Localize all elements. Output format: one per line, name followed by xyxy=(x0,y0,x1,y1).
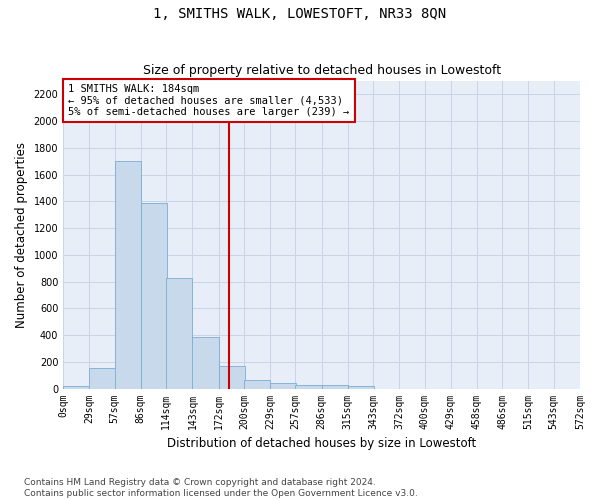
Bar xyxy=(295,384,322,388)
Bar xyxy=(270,383,296,388)
Y-axis label: Number of detached properties: Number of detached properties xyxy=(15,142,28,328)
Bar xyxy=(166,278,193,388)
Text: 1, SMITHS WALK, LOWESTOFT, NR33 8QN: 1, SMITHS WALK, LOWESTOFT, NR33 8QN xyxy=(154,8,446,22)
X-axis label: Distribution of detached houses by size in Lowestoft: Distribution of detached houses by size … xyxy=(167,437,476,450)
Bar xyxy=(115,161,141,388)
Bar xyxy=(218,366,245,388)
Text: 1 SMITHS WALK: 184sqm
← 95% of detached houses are smaller (4,533)
5% of semi-de: 1 SMITHS WALK: 184sqm ← 95% of detached … xyxy=(68,84,350,117)
Bar xyxy=(89,368,116,388)
Bar xyxy=(244,380,270,388)
Bar xyxy=(193,337,218,388)
Bar xyxy=(322,384,348,388)
Title: Size of property relative to detached houses in Lowestoft: Size of property relative to detached ho… xyxy=(143,64,500,77)
Text: Contains HM Land Registry data © Crown copyright and database right 2024.
Contai: Contains HM Land Registry data © Crown c… xyxy=(24,478,418,498)
Bar xyxy=(348,386,374,388)
Bar xyxy=(63,386,89,388)
Bar xyxy=(141,202,167,388)
